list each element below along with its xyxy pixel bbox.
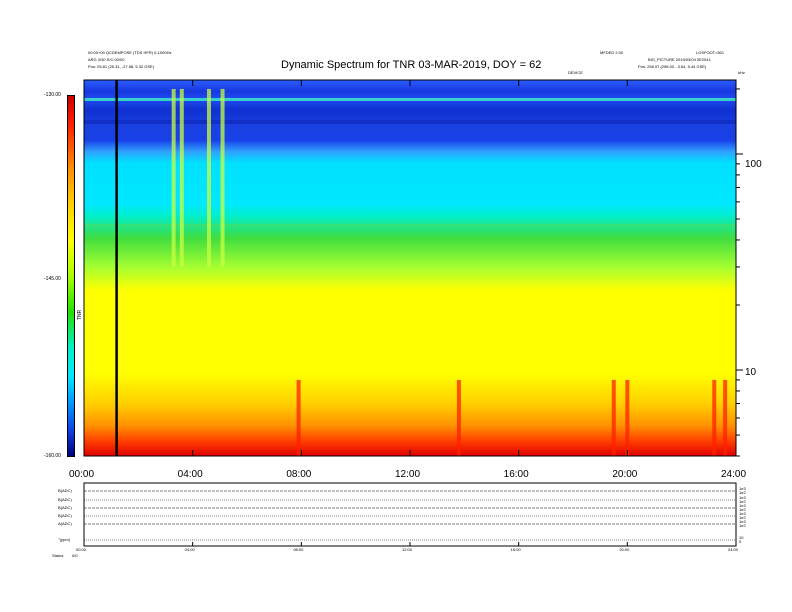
header-right-line1: LOSFOOT=501 bbox=[696, 50, 725, 55]
hk-row-label: B(ADC) bbox=[58, 513, 72, 518]
spectrogram-band-line bbox=[84, 98, 736, 101]
hk-row-scale: 1e3 bbox=[739, 495, 746, 500]
burst-mark bbox=[723, 379, 728, 456]
hk-row-scale: 1e2 bbox=[739, 507, 746, 512]
y-tick-label-10: 10 bbox=[745, 367, 757, 378]
hk-row-scale: 1e2 bbox=[739, 499, 746, 504]
spectrogram-band-line bbox=[84, 120, 736, 124]
hk-row-scale: 1e3 bbox=[739, 503, 746, 508]
housekeeping-lines bbox=[84, 490, 736, 541]
burst-mark bbox=[220, 88, 225, 267]
burst-group bbox=[171, 88, 728, 456]
x-tick-label: 20:00 bbox=[612, 469, 638, 480]
x-axis-ticks bbox=[83, 80, 737, 456]
header-center-small: MFDED 2.00 bbox=[600, 50, 624, 55]
burst-mark bbox=[179, 88, 184, 267]
burst-mark bbox=[296, 379, 301, 456]
x-tick-label: 16:00 bbox=[503, 469, 529, 480]
hk-row-scale: 0 bbox=[739, 539, 742, 544]
spectrogram-band-line bbox=[84, 224, 736, 227]
burst-mark bbox=[171, 88, 176, 267]
header-left-line1: 00:00+00 QCDEMPOSE (TDS HFR) 0-1000Hz bbox=[88, 50, 172, 55]
colorbar-label-top: -130.00 bbox=[44, 92, 61, 98]
y-tick-label-100: 100 bbox=[745, 159, 762, 170]
x-tick-label: 24:00 bbox=[721, 469, 747, 480]
hk-row-label: B(ADC) bbox=[58, 505, 72, 510]
colorbar-label-mid: -145.00 bbox=[44, 276, 61, 282]
chart-title: Dynamic Spectrum for TNR 03-MAR-2019, DO… bbox=[281, 59, 542, 71]
hk-row-label: °(ppm) bbox=[58, 537, 71, 542]
hk-x-tick-label: 00:00 bbox=[76, 547, 87, 552]
hk-row-scale: 1e3 bbox=[739, 511, 746, 516]
hk-row-label: B(ADC) bbox=[58, 497, 72, 502]
x-tick-label: 08:00 bbox=[286, 469, 312, 480]
hk-x-tick-label: 12:00 bbox=[402, 547, 413, 552]
header-right-line2: BIG_PICTURE 2019/03/04 0E2041 bbox=[648, 57, 711, 62]
status-value: 0/0 bbox=[72, 553, 78, 558]
y-axis-ticks bbox=[736, 88, 743, 457]
burst-mark bbox=[611, 379, 616, 456]
hk-x-tick-label: 20:00 bbox=[619, 547, 630, 552]
y-top-unit-label: kHz bbox=[738, 70, 745, 75]
housekeeping-frame bbox=[83, 482, 737, 547]
status-label: Status bbox=[52, 553, 64, 558]
hk-row-scale: 1e2 bbox=[739, 490, 746, 495]
burst-mark bbox=[712, 379, 717, 456]
hk-x-tick-label: 16:00 bbox=[510, 547, 521, 552]
housekeeping-x-ticks bbox=[83, 542, 737, 546]
hk-row-scale: 1e2 bbox=[739, 523, 746, 528]
hk-row-label: A(ADC) bbox=[58, 521, 72, 526]
colorbar bbox=[67, 95, 75, 457]
burst-mark bbox=[206, 88, 211, 267]
header-right-line3: Pos: 258.97 (258.00, -3.64, 5.44 GSE) bbox=[638, 64, 707, 69]
hk-row-scale: 1e3 bbox=[739, 486, 746, 491]
x-tick-label: 00:00 bbox=[69, 469, 95, 480]
hk-row-scale: 1e3 bbox=[739, 519, 746, 524]
hk-row-scale: 10 bbox=[739, 535, 744, 540]
hk-x-tick-label: 08:00 bbox=[293, 547, 304, 552]
header-left-line2: ARG 3/30 S/C:00/00 bbox=[88, 57, 125, 62]
burst-mark bbox=[625, 379, 630, 456]
hk-x-tick-label: 24:00 bbox=[728, 547, 739, 552]
hk-x-tick-label: 04:00 bbox=[184, 547, 195, 552]
hk-row-label: B(ADC) bbox=[58, 488, 72, 493]
x-tick-label: 04:00 bbox=[177, 469, 203, 480]
colorbar-label-bottom: -160.00 bbox=[44, 453, 61, 459]
header-device-label: DEVICE bbox=[568, 70, 583, 75]
hk-row-scale: 1e2 bbox=[739, 515, 746, 520]
x-tick-label: 12:00 bbox=[395, 469, 421, 480]
burst-mark bbox=[456, 379, 461, 456]
header-left-line3: Pos: 25.81 (25.31, -27.58, 5.32 GSE) bbox=[88, 64, 155, 69]
